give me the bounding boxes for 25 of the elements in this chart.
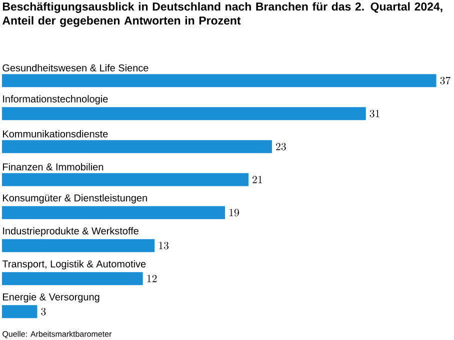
data-label: 19 bbox=[229, 208, 239, 216]
data-label: 23 bbox=[276, 142, 286, 150]
data-label: 31 bbox=[370, 110, 380, 118]
bar bbox=[2, 74, 436, 87]
y-tick-label: Kommunikationsdienste bbox=[3, 130, 108, 138]
bar bbox=[2, 238, 155, 252]
data-label: 12 bbox=[147, 274, 157, 282]
data-label: 21 bbox=[252, 176, 262, 183]
y-tick-label: Informationstechnologie bbox=[3, 94, 108, 104]
bar bbox=[2, 206, 226, 219]
y-tick-label: Industrieprodukte & Werkstoffe bbox=[3, 226, 138, 236]
y-tick-label: Gesundheitswesen & Life Sience bbox=[2, 64, 148, 72]
y-tick-label: Finanzen & Immobilien bbox=[3, 162, 104, 170]
y-tick-label: Energie & Versorgung bbox=[3, 292, 100, 302]
data-label: 3 bbox=[41, 308, 46, 316]
bar bbox=[2, 140, 272, 153]
chart-title: Beschäftigungsausblick in Deutschland nach Branchen für das 2. Quartal 2024, Anteil der gegebenen Antworten in Prozent bbox=[2, 2, 442, 27]
data-label: 37 bbox=[440, 76, 451, 84]
data-label: 13 bbox=[159, 242, 169, 250]
bar bbox=[2, 304, 38, 318]
y-tick-label: Transport, Logistik & Automotive bbox=[2, 260, 146, 270]
bar bbox=[2, 106, 366, 120]
bar bbox=[2, 272, 143, 285]
bar bbox=[2, 172, 248, 186]
y-tick-label: Konsumgüter & Dienstleistungen bbox=[3, 194, 147, 204]
